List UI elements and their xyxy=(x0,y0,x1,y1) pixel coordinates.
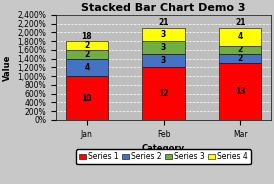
Legend: Series 1, Series 2, Series 3, Series 4: Series 1, Series 2, Series 3, Series 4 xyxy=(76,149,251,164)
Text: 13: 13 xyxy=(235,87,246,96)
Title: Stacked Bar Chart Demo 3: Stacked Bar Chart Demo 3 xyxy=(81,3,246,13)
Y-axis label: Value: Value xyxy=(3,54,12,81)
Text: 2: 2 xyxy=(84,41,89,50)
Bar xyxy=(142,28,185,41)
Text: 18: 18 xyxy=(81,31,92,40)
Text: 3: 3 xyxy=(161,30,166,39)
Bar xyxy=(219,46,261,54)
Text: 4: 4 xyxy=(84,63,89,72)
Text: 12: 12 xyxy=(158,89,169,98)
Text: 2: 2 xyxy=(238,54,243,63)
Bar xyxy=(66,59,108,76)
Bar xyxy=(142,41,185,54)
Text: 10: 10 xyxy=(82,93,92,102)
Text: 2: 2 xyxy=(84,50,89,59)
Bar xyxy=(142,67,185,120)
Text: 21: 21 xyxy=(235,18,246,27)
Bar xyxy=(142,54,185,67)
Text: 4: 4 xyxy=(238,32,243,41)
Text: 21: 21 xyxy=(158,18,169,27)
Bar xyxy=(66,50,108,59)
Bar xyxy=(219,63,261,120)
Text: 3: 3 xyxy=(161,56,166,65)
Bar xyxy=(219,54,261,63)
Text: 2: 2 xyxy=(238,45,243,54)
Bar xyxy=(66,41,108,50)
Bar xyxy=(219,28,261,46)
Bar xyxy=(66,76,108,120)
Text: 3: 3 xyxy=(161,43,166,52)
X-axis label: Category: Category xyxy=(142,144,185,153)
